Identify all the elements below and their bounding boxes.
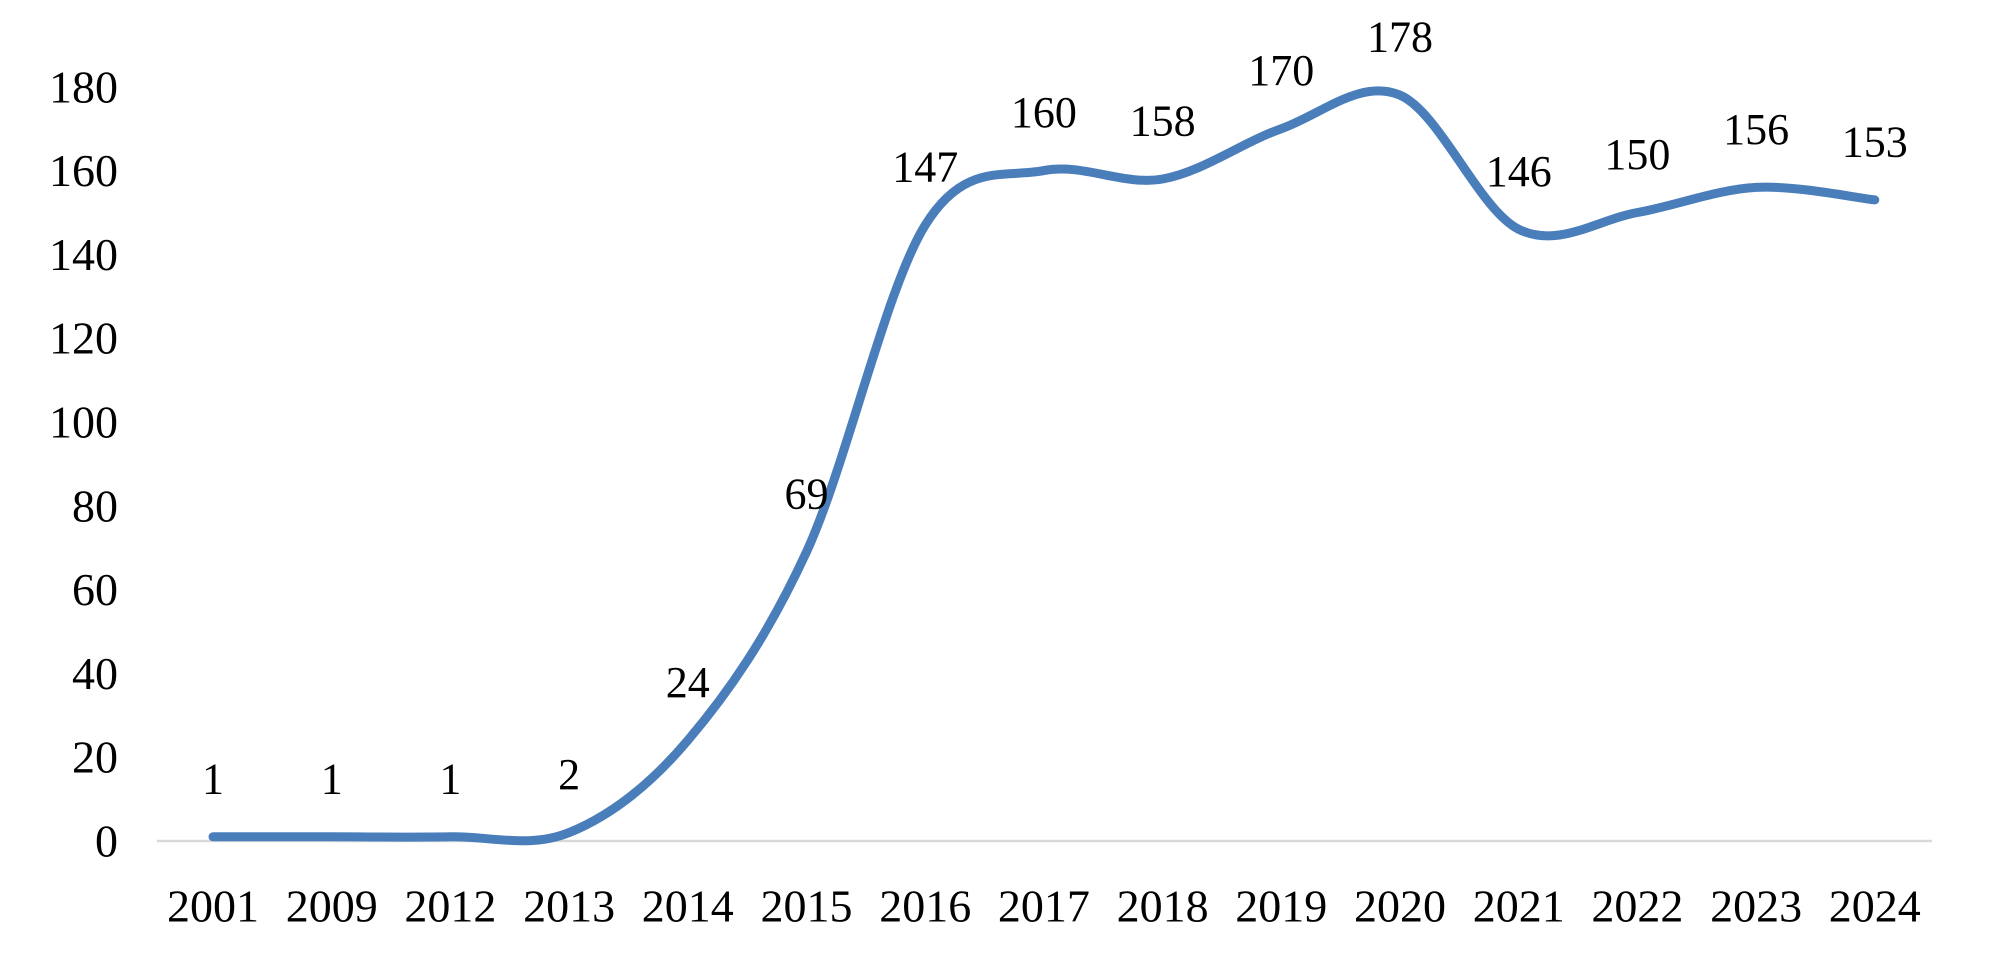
x-axis-labels: 2001 2009 2012 2013 2014 2015 2016 2017 2018 2019…: [167, 881, 1921, 932]
y-tick-label-180: 180: [49, 61, 118, 112]
y-tick-label-20: 20: [72, 732, 118, 783]
data-labels: 1 1 1 2 24 69 147 160 158 170 178 146 150 156 153: [202, 13, 1908, 804]
x-axis-label-2017: 2017: [998, 881, 1090, 932]
data-label-2017: 160: [1011, 88, 1077, 137]
x-axis-label-2022: 2022: [1591, 881, 1683, 932]
x-axis-label-2024: 2024: [1829, 881, 1921, 932]
data-label-2013: 2: [558, 750, 580, 799]
x-axis-label-2018: 2018: [1117, 881, 1209, 932]
x-axis-label-2012: 2012: [404, 881, 496, 932]
data-label-2020: 178: [1367, 13, 1433, 62]
y-tick-label-120: 120: [49, 313, 118, 364]
x-axis-label-2016: 2016: [879, 881, 971, 932]
x-axis-label-2020: 2020: [1354, 881, 1446, 932]
data-label-2016: 147: [892, 143, 958, 192]
x-axis-label-2014: 2014: [642, 881, 734, 932]
data-label-2023: 156: [1723, 105, 1789, 154]
x-axis-label-2023: 2023: [1710, 881, 1802, 932]
y-tick-label-160: 160: [49, 145, 118, 196]
y-tick-label-80: 80: [72, 480, 118, 531]
x-axis-label-2021: 2021: [1473, 881, 1565, 932]
x-axis-label-2015: 2015: [761, 881, 853, 932]
data-label-2021: 146: [1486, 147, 1552, 196]
data-label-2022: 150: [1604, 130, 1670, 179]
y-axis-labels: 0 20 40 60 80 100 120 140 160 180: [49, 61, 118, 866]
y-tick-label-60: 60: [72, 564, 118, 615]
data-label-2019: 170: [1248, 46, 1314, 95]
data-label-2024: 153: [1842, 117, 1908, 166]
x-axis-label-2009: 2009: [286, 881, 378, 932]
x-axis-label-2001: 2001: [167, 881, 259, 932]
series-line: [208, 86, 1880, 846]
x-axis-label-2013: 2013: [523, 881, 615, 932]
x-axis-label-2019: 2019: [1235, 881, 1327, 932]
y-tick-label-140: 140: [49, 229, 118, 280]
y-tick-label-40: 40: [72, 648, 118, 699]
data-label-2014: 24: [666, 658, 710, 707]
y-tick-label-0: 0: [95, 816, 118, 867]
y-tick-label-100: 100: [49, 397, 118, 448]
data-label-2009: 1: [321, 754, 343, 803]
data-label-2012: 1: [439, 754, 461, 803]
data-label-2018: 158: [1130, 96, 1196, 145]
data-label-2015: 69: [785, 469, 829, 518]
data-label-2001: 1: [202, 754, 224, 803]
